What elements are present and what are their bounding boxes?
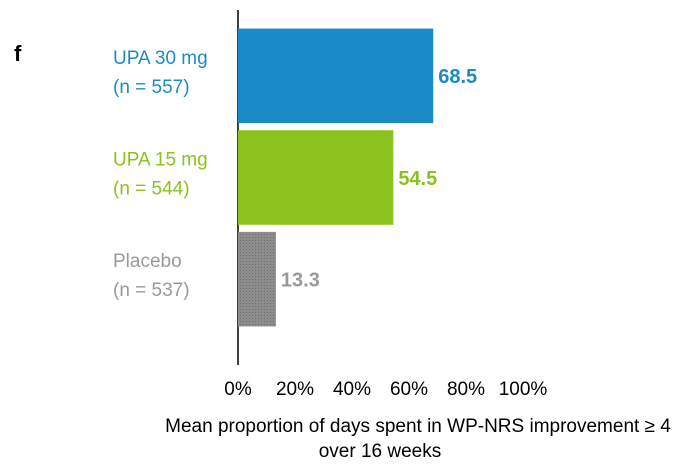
- x-axis-label: Mean proportion of days spent in WP-NRS …: [165, 416, 671, 437]
- x-tick-label: 100%: [499, 379, 548, 400]
- x-axis-label: over 16 weeks: [319, 441, 442, 462]
- x-tick-label: 0%: [224, 379, 252, 400]
- x-tick-label: 80%: [447, 379, 485, 400]
- category-sublabel: (n = 544): [113, 179, 190, 200]
- value-label: 54.5: [398, 168, 437, 190]
- bar: [238, 28, 434, 124]
- category-label: UPA 30 mg: [113, 48, 208, 69]
- value-label: 68.5: [438, 66, 477, 88]
- value-label: 13.3: [281, 269, 320, 291]
- x-tick-label: 20%: [276, 379, 314, 400]
- panel-label: f: [14, 41, 22, 66]
- category-label: UPA 15 mg: [113, 150, 208, 171]
- bar: [238, 231, 276, 327]
- x-tick-label: 60%: [390, 379, 428, 400]
- category-sublabel: (n = 537): [113, 280, 190, 301]
- category-sublabel: (n = 557): [113, 77, 190, 98]
- bar: [238, 130, 394, 225]
- category-label: Placebo: [113, 251, 182, 272]
- x-tick-label: 40%: [333, 379, 371, 400]
